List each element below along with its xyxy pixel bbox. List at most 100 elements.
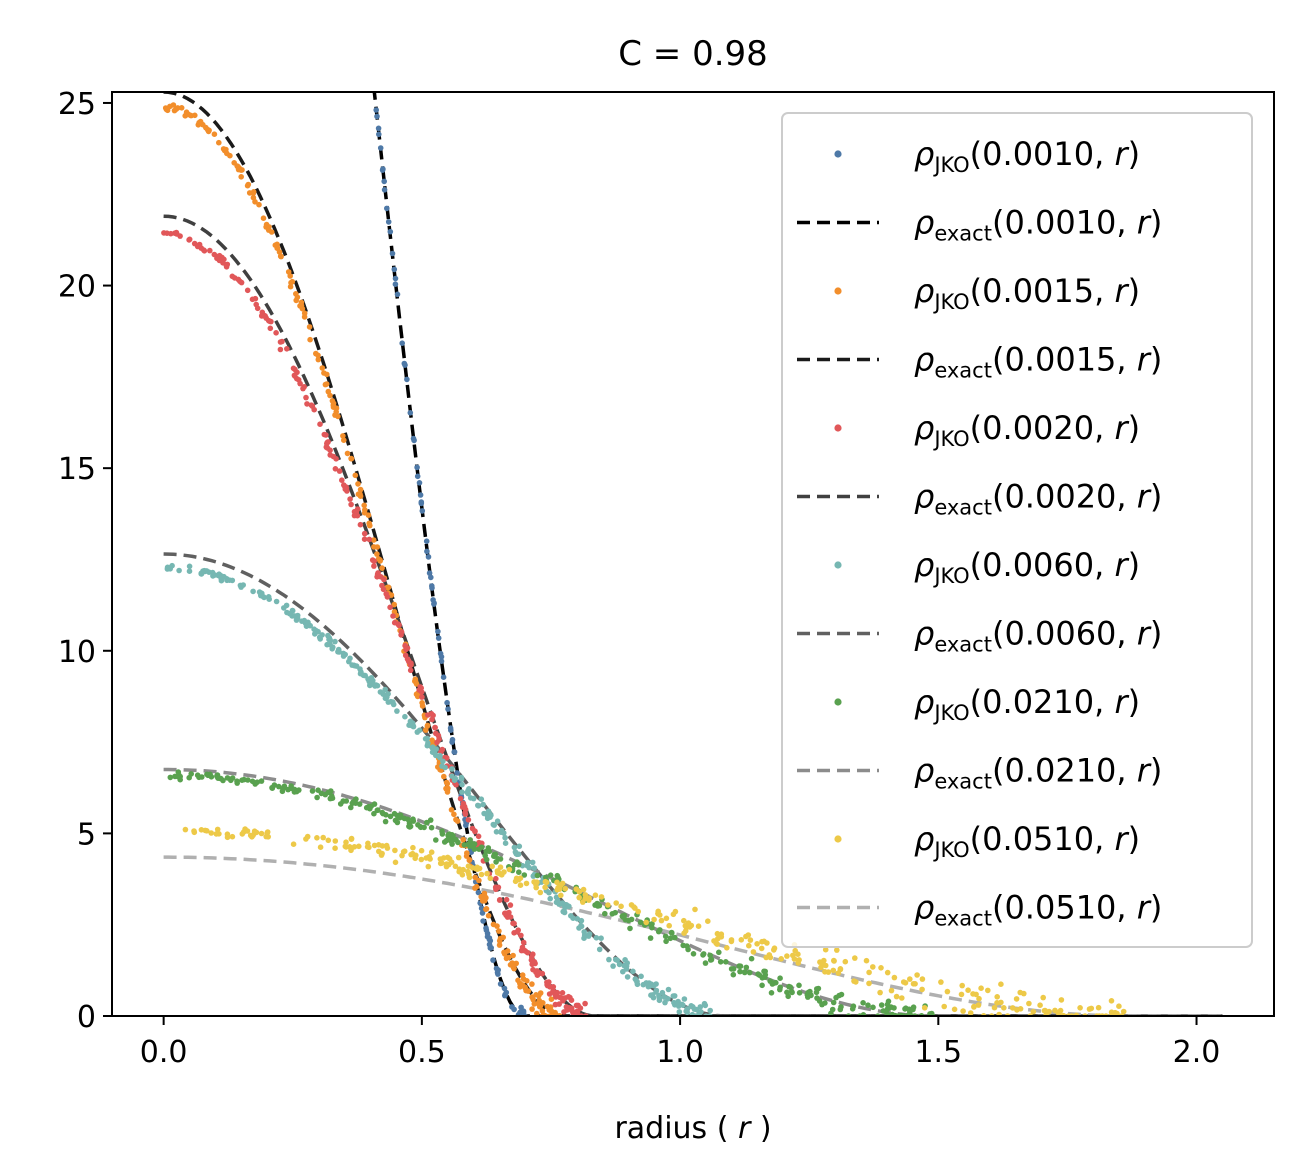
jko-point [870,1004,876,1011]
jko-point [383,842,390,849]
jko-point [795,960,801,966]
jko-point [437,860,444,867]
legend-label: ρexact(0.0020, r) [914,478,1162,520]
jko-point [1014,1007,1020,1013]
jko-point [182,826,189,833]
jko-point [361,530,368,537]
jko-point [387,228,394,235]
jko-point [449,736,456,743]
jko-point [568,997,575,1003]
jko-point [216,252,223,259]
jko-point [888,987,895,994]
jko-point [489,863,496,870]
jko-point [517,882,524,888]
jko-point [554,879,560,886]
jko-point [796,982,802,989]
jko-point [666,922,672,929]
jko-point [383,591,390,597]
jko-point [436,736,442,743]
jko-point [276,249,283,255]
jko-point [542,884,548,891]
jko-point [435,764,441,770]
jko-point [289,607,296,614]
jko-point [501,951,508,957]
jko-point [998,981,1004,987]
jko-point [258,830,265,837]
jko-point [284,346,290,352]
jko-point [534,872,541,879]
jko-point [440,674,447,680]
jko-point [370,537,377,543]
x-axis-label-prefix: radius ( [614,1111,738,1146]
jko-point [663,915,670,922]
jko-point [472,828,478,835]
jko-point [329,398,336,404]
jko-point [412,855,419,862]
jko-point [279,338,285,345]
jko-point [371,80,377,86]
jko-point [763,954,769,961]
jko-point [606,956,612,963]
legend-close: ) [1150,341,1162,379]
jko-point [531,1001,538,1007]
jko-point [484,870,490,877]
jko-point [398,629,405,635]
jko-point [458,776,465,782]
jko-point [301,384,308,390]
jko-point [396,622,402,628]
jko-point [198,245,204,251]
jko-point [320,834,327,841]
jko-point [425,863,432,870]
jko-point [437,752,443,759]
legend-label: ρJKO(0.0060, r) [914,546,1140,588]
jko-point [330,402,337,409]
jko-point [390,699,396,705]
jko-point [413,691,420,697]
jko-point [205,772,211,779]
jko-point [325,837,332,844]
jko-point [235,166,242,173]
jko-point [394,708,400,714]
jko-point [665,986,672,993]
jko-point [332,466,339,472]
jko-point [164,107,171,114]
jko-scatter-0.0010 [368,53,528,1016]
jko-point [960,1008,966,1014]
jko-point [377,558,384,564]
jko-point [315,356,322,363]
jko-point [878,1002,885,1008]
jko-point [970,991,976,997]
jko-point [655,910,661,917]
jko-point [665,996,671,1002]
jko-point [537,1000,544,1006]
jko-point [585,933,592,939]
jko-point [672,908,679,915]
legend-marker-dot [834,835,842,843]
jko-point [239,777,245,783]
jko-point [418,856,425,863]
jko-point [580,886,587,893]
jko-point [690,951,697,957]
jko-point [480,801,486,808]
jko-point [205,128,212,135]
jko-point [497,864,504,870]
jko-point [910,981,917,987]
legend-variable: r [1137,615,1152,653]
jko-point [730,966,737,972]
jko-point [568,913,574,919]
legend-label: ρJKO(0.0010, r) [914,135,1140,177]
legend-subscript: JKO [932,701,969,725]
legend-label: ρexact(0.0015, r) [914,341,1162,383]
jko-scatter-0.0020 [161,229,589,1016]
legend-rho: ρ [914,478,934,516]
jko-point [332,845,338,851]
jko-point [411,437,417,444]
legend-subscript: exact [934,359,992,383]
legend-variable: r [1137,752,1152,790]
jko-point [569,1007,575,1014]
y-tick-label: 0 [77,1000,96,1035]
legend-variable: r [1137,889,1152,927]
jko-point [368,53,374,59]
jko-point [472,885,478,891]
jko-point [472,874,479,881]
